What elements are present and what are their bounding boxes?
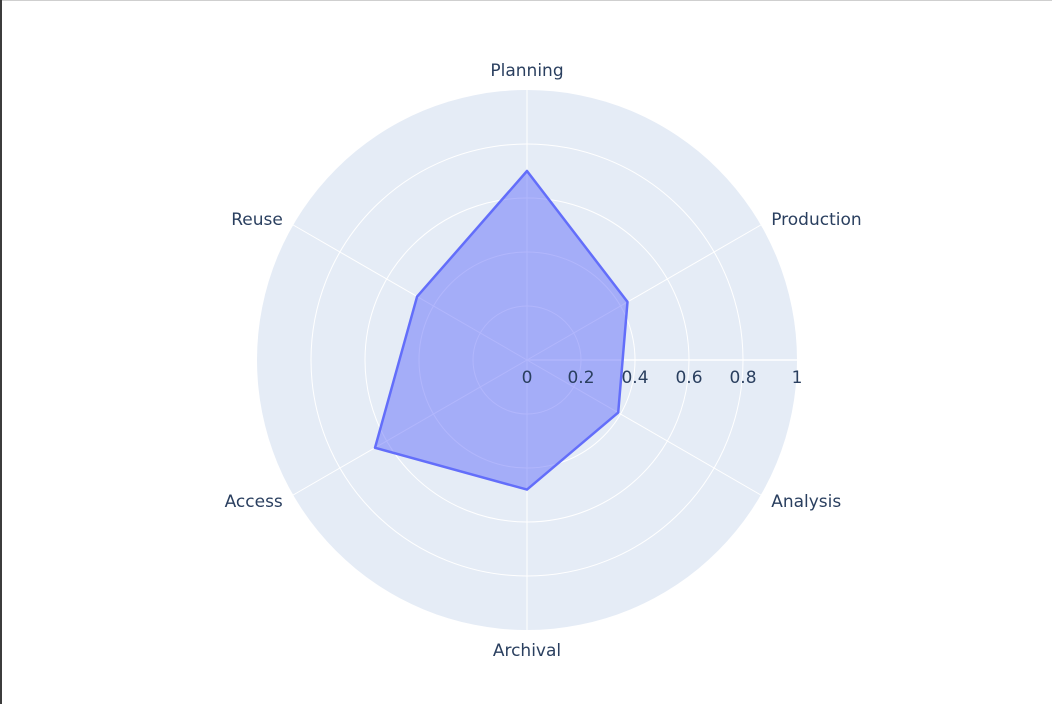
axis-label-planning: Planning (490, 61, 563, 81)
axis-label-analysis: Analysis (771, 492, 841, 512)
window-left-border (0, 0, 2, 704)
axis-label-access: Access (225, 492, 283, 512)
series-polygon[interactable] (373, 169, 629, 491)
radial-tick-label-5: 1 (792, 368, 803, 388)
radial-tick-label-3: 0.6 (675, 368, 702, 388)
window-top-border (0, 0, 1052, 1)
axis-label-production: Production (771, 210, 861, 230)
axis-label-archival: Archival (493, 641, 561, 661)
angular-axis-labels: Planning Production Analysis Archival Access… (225, 61, 862, 661)
radial-tick-label-0: 0 (522, 368, 533, 388)
axis-label-reuse: Reuse (231, 210, 283, 230)
radial-tick-label-4: 0.8 (729, 368, 756, 388)
radial-tick-label-1: 0.2 (567, 368, 594, 388)
radial-tick-labels: 0 0.2 0.4 0.6 0.8 1 (522, 368, 803, 388)
radial-tick-label-2: 0.4 (621, 368, 648, 388)
